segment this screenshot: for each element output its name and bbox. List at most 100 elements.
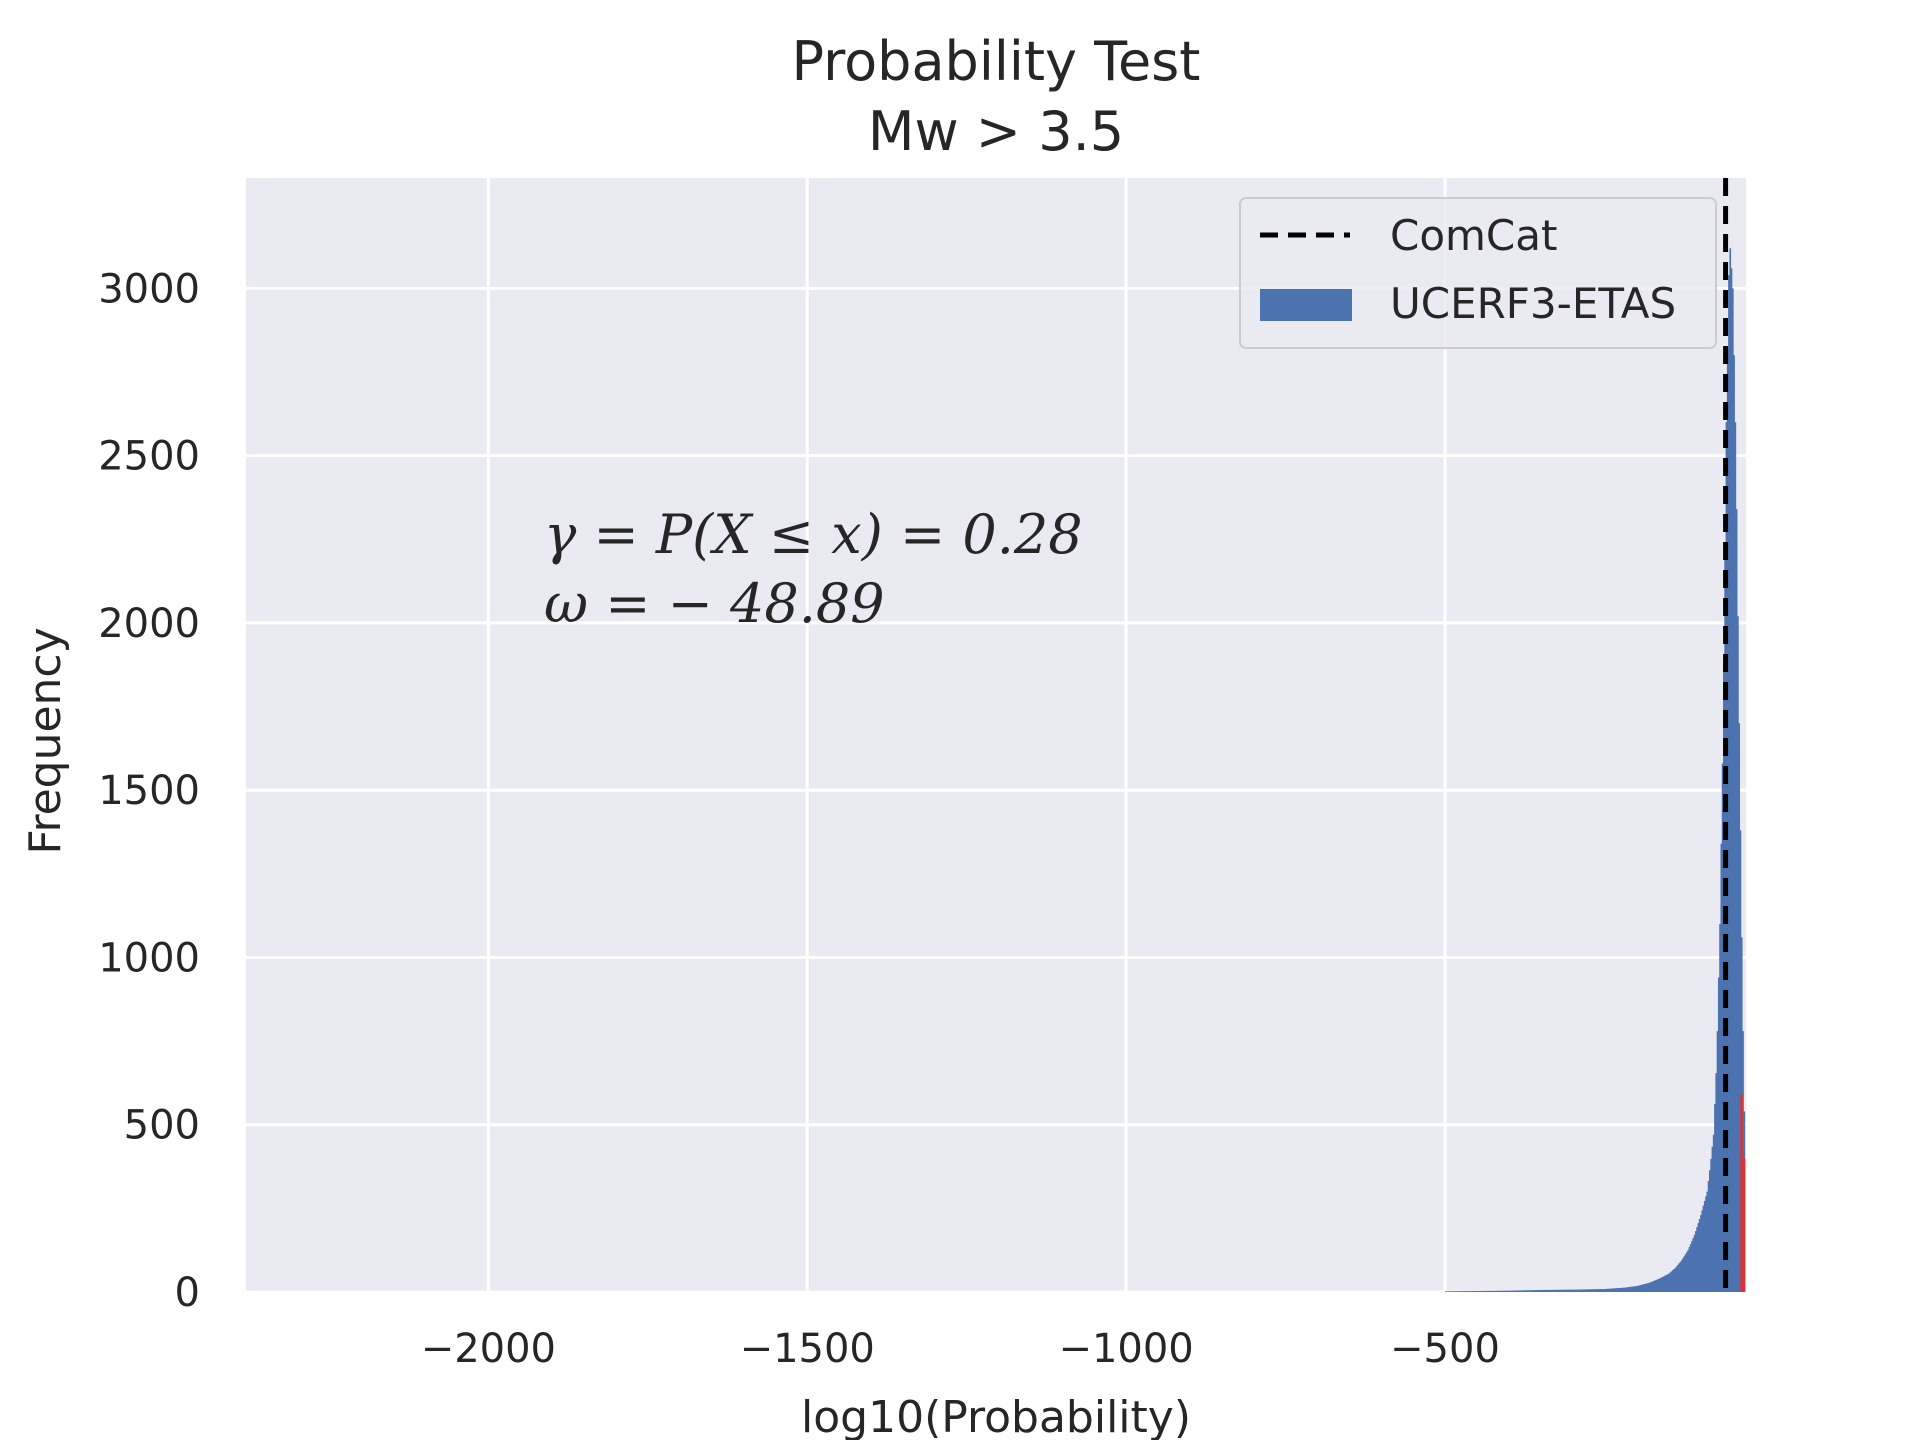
histogram-bar [1594,1289,1596,1292]
histogram-bar [1576,1289,1579,1292]
histogram-bar [1627,1287,1630,1292]
histogram-bar [1539,1290,1542,1292]
histogram-bar [1496,1290,1498,1292]
histogram-bar [1506,1290,1508,1292]
histogram-bar [1632,1286,1635,1292]
histogram-bar [1595,1289,1598,1292]
x-tick-label: −500 [1390,1326,1500,1372]
histogram-bar [1680,1260,1683,1292]
histogram-bar [1628,1286,1631,1292]
histogram-bar [1457,1291,1460,1292]
histogram-bar [1526,1290,1529,1292]
histogram-bar [1733,355,1735,1292]
x-tick-label: −1500 [740,1326,875,1372]
histogram-bar [1494,1290,1497,1292]
histogram-bar [1580,1289,1582,1292]
histogram-bar [1600,1289,1603,1292]
histogram-bar [1728,275,1730,1292]
y-tick-label: 2000 [98,601,200,647]
histogram-bar [1474,1291,1476,1292]
histogram-bar [1522,1290,1525,1292]
histogram-bar [1503,1290,1506,1292]
histogram-bar [1581,1289,1584,1292]
legend-box [1239,197,1717,349]
histogram-bar [1518,1290,1521,1292]
histogram-bar [1525,1290,1528,1292]
histogram-bar [1563,1289,1566,1292]
histogram-bar [1637,1285,1640,1292]
histogram-bar [1489,1290,1492,1292]
legend-ucerf-label: UCERF3-ETAS [1390,279,1676,328]
histogram-bar [1650,1282,1653,1292]
highlight-bars [1740,1094,1746,1292]
histogram-bar [1664,1275,1667,1292]
histogram-bar [1541,1289,1544,1292]
histogram-bar [1739,830,1742,1292]
histogram-bar [1712,1134,1715,1292]
histogram-bar [1569,1289,1572,1292]
histogram-bar [1536,1290,1539,1292]
histogram-bar [1460,1291,1462,1292]
histogram-bar [1603,1289,1605,1292]
histogram-bar [1492,1290,1494,1292]
histogram-bar [1480,1290,1483,1292]
histogram-bar [1738,723,1741,1292]
histogram-bar [1596,1289,1599,1292]
histogram-bar [1678,1263,1681,1292]
histogram-bar [1554,1289,1557,1292]
histogram-bar [1470,1291,1473,1292]
histogram-bar [1633,1286,1636,1292]
histogram-bar [1618,1288,1621,1292]
histogram-bar [1694,1231,1697,1292]
x-tick-label: −2000 [421,1326,556,1372]
y-tick-label: 0 [175,1270,200,1316]
y-axis-label: Frequency [20,627,71,854]
legend: ComCat UCERF3-ETAS [1239,197,1717,349]
histogram-bar [1476,1290,1479,1292]
histogram-bar [1613,1288,1616,1292]
histogram-bar [1689,1244,1692,1292]
histogram-bar [1499,1290,1502,1292]
histogram-bar [1481,1290,1484,1292]
histogram-bar [1568,1289,1571,1292]
histogram-bar [1643,1283,1646,1292]
histogram-bar [1659,1278,1661,1292]
histogram-bar [1665,1274,1668,1292]
histogram-bar [1501,1290,1503,1292]
histogram-bar [1471,1291,1474,1292]
histogram-bar [1716,1031,1719,1292]
histogram-bar [1529,1290,1531,1292]
histogram-bar [1663,1276,1665,1292]
histogram-bar [1642,1284,1645,1292]
histogram-bar [1638,1285,1641,1292]
histogram-bar [1513,1290,1516,1292]
histogram-bar [1485,1290,1488,1292]
histogram-bar [1591,1289,1594,1292]
histogram-bar [1697,1223,1700,1292]
histogram-bar [1693,1235,1696,1292]
histogram-bar [1502,1290,1505,1292]
histogram-bar [1635,1286,1637,1292]
histogram-bar [1605,1288,1608,1292]
histogram-bar [1672,1270,1674,1292]
histogram-bar [1507,1290,1510,1292]
histogram-bar [1516,1290,1519,1292]
histogram-bar [1587,1289,1590,1292]
histogram-bar [1586,1289,1589,1292]
histogram-bar [1531,1290,1534,1292]
x-tick-labels: −2000 −1500 −1000 −500 [421,1326,1500,1372]
histogram-bar [1677,1264,1679,1292]
histogram-bar [1483,1290,1485,1292]
histogram-bar [1543,1289,1545,1292]
histogram-bar [1598,1289,1600,1292]
histogram-bar [1527,1290,1530,1292]
histogram-bar [1682,1258,1684,1292]
histogram-bar [1578,1289,1581,1292]
histogram-bar [1691,1241,1693,1292]
histogram-bar [1517,1290,1520,1292]
histogram-bar [1698,1219,1701,1292]
histogram-bar [1504,1290,1507,1292]
histogram-bar [1606,1288,1609,1292]
histogram-bar [1684,1254,1687,1292]
